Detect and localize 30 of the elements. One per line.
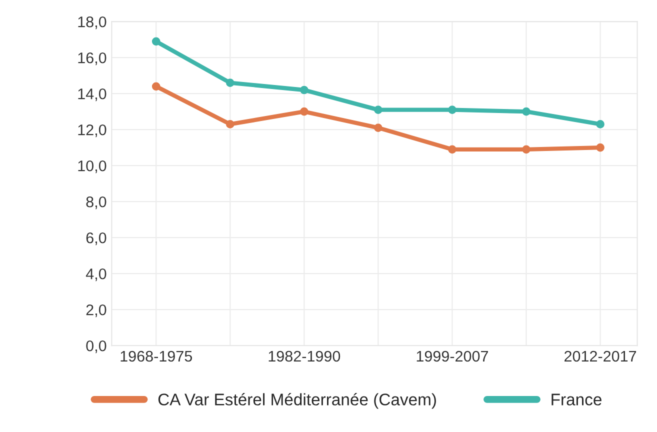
y-tick-label: 0,0 bbox=[86, 340, 106, 354]
y-tick-label: 4,0 bbox=[86, 268, 106, 282]
x-tick-label: 1968-1975 bbox=[120, 350, 192, 362]
y-tick-label: 8,0 bbox=[86, 196, 106, 210]
point bbox=[226, 120, 234, 128]
y-tick-label: 14,0 bbox=[78, 88, 106, 102]
point bbox=[152, 37, 160, 46]
point bbox=[522, 107, 530, 116]
point bbox=[596, 120, 604, 128]
point bbox=[448, 145, 456, 154]
legend-label: CA Var Estérel Méditerranée (Cavem) bbox=[158, 392, 436, 409]
legend-label: France bbox=[552, 394, 602, 406]
x-tick-label: 2012-2017 bbox=[564, 350, 636, 362]
point bbox=[152, 82, 160, 91]
y-tick-label: 10,0 bbox=[78, 160, 106, 174]
y-tick-label: 18,0 bbox=[78, 16, 106, 30]
point bbox=[522, 145, 530, 154]
point bbox=[448, 106, 456, 114]
y-tick-label: 16,0 bbox=[78, 52, 106, 66]
point bbox=[300, 107, 308, 116]
y-tick-label: 2,0 bbox=[86, 304, 106, 318]
point bbox=[300, 86, 308, 94]
point bbox=[226, 78, 234, 87]
point bbox=[596, 143, 604, 152]
point bbox=[374, 124, 382, 132]
y-tick-label: 6,0 bbox=[86, 232, 106, 246]
x-tick-label: 1999-2007 bbox=[416, 350, 488, 362]
x-tick-label: 1982-1990 bbox=[268, 350, 340, 362]
y-tick-label: 12,0 bbox=[78, 124, 106, 138]
point bbox=[374, 106, 382, 114]
